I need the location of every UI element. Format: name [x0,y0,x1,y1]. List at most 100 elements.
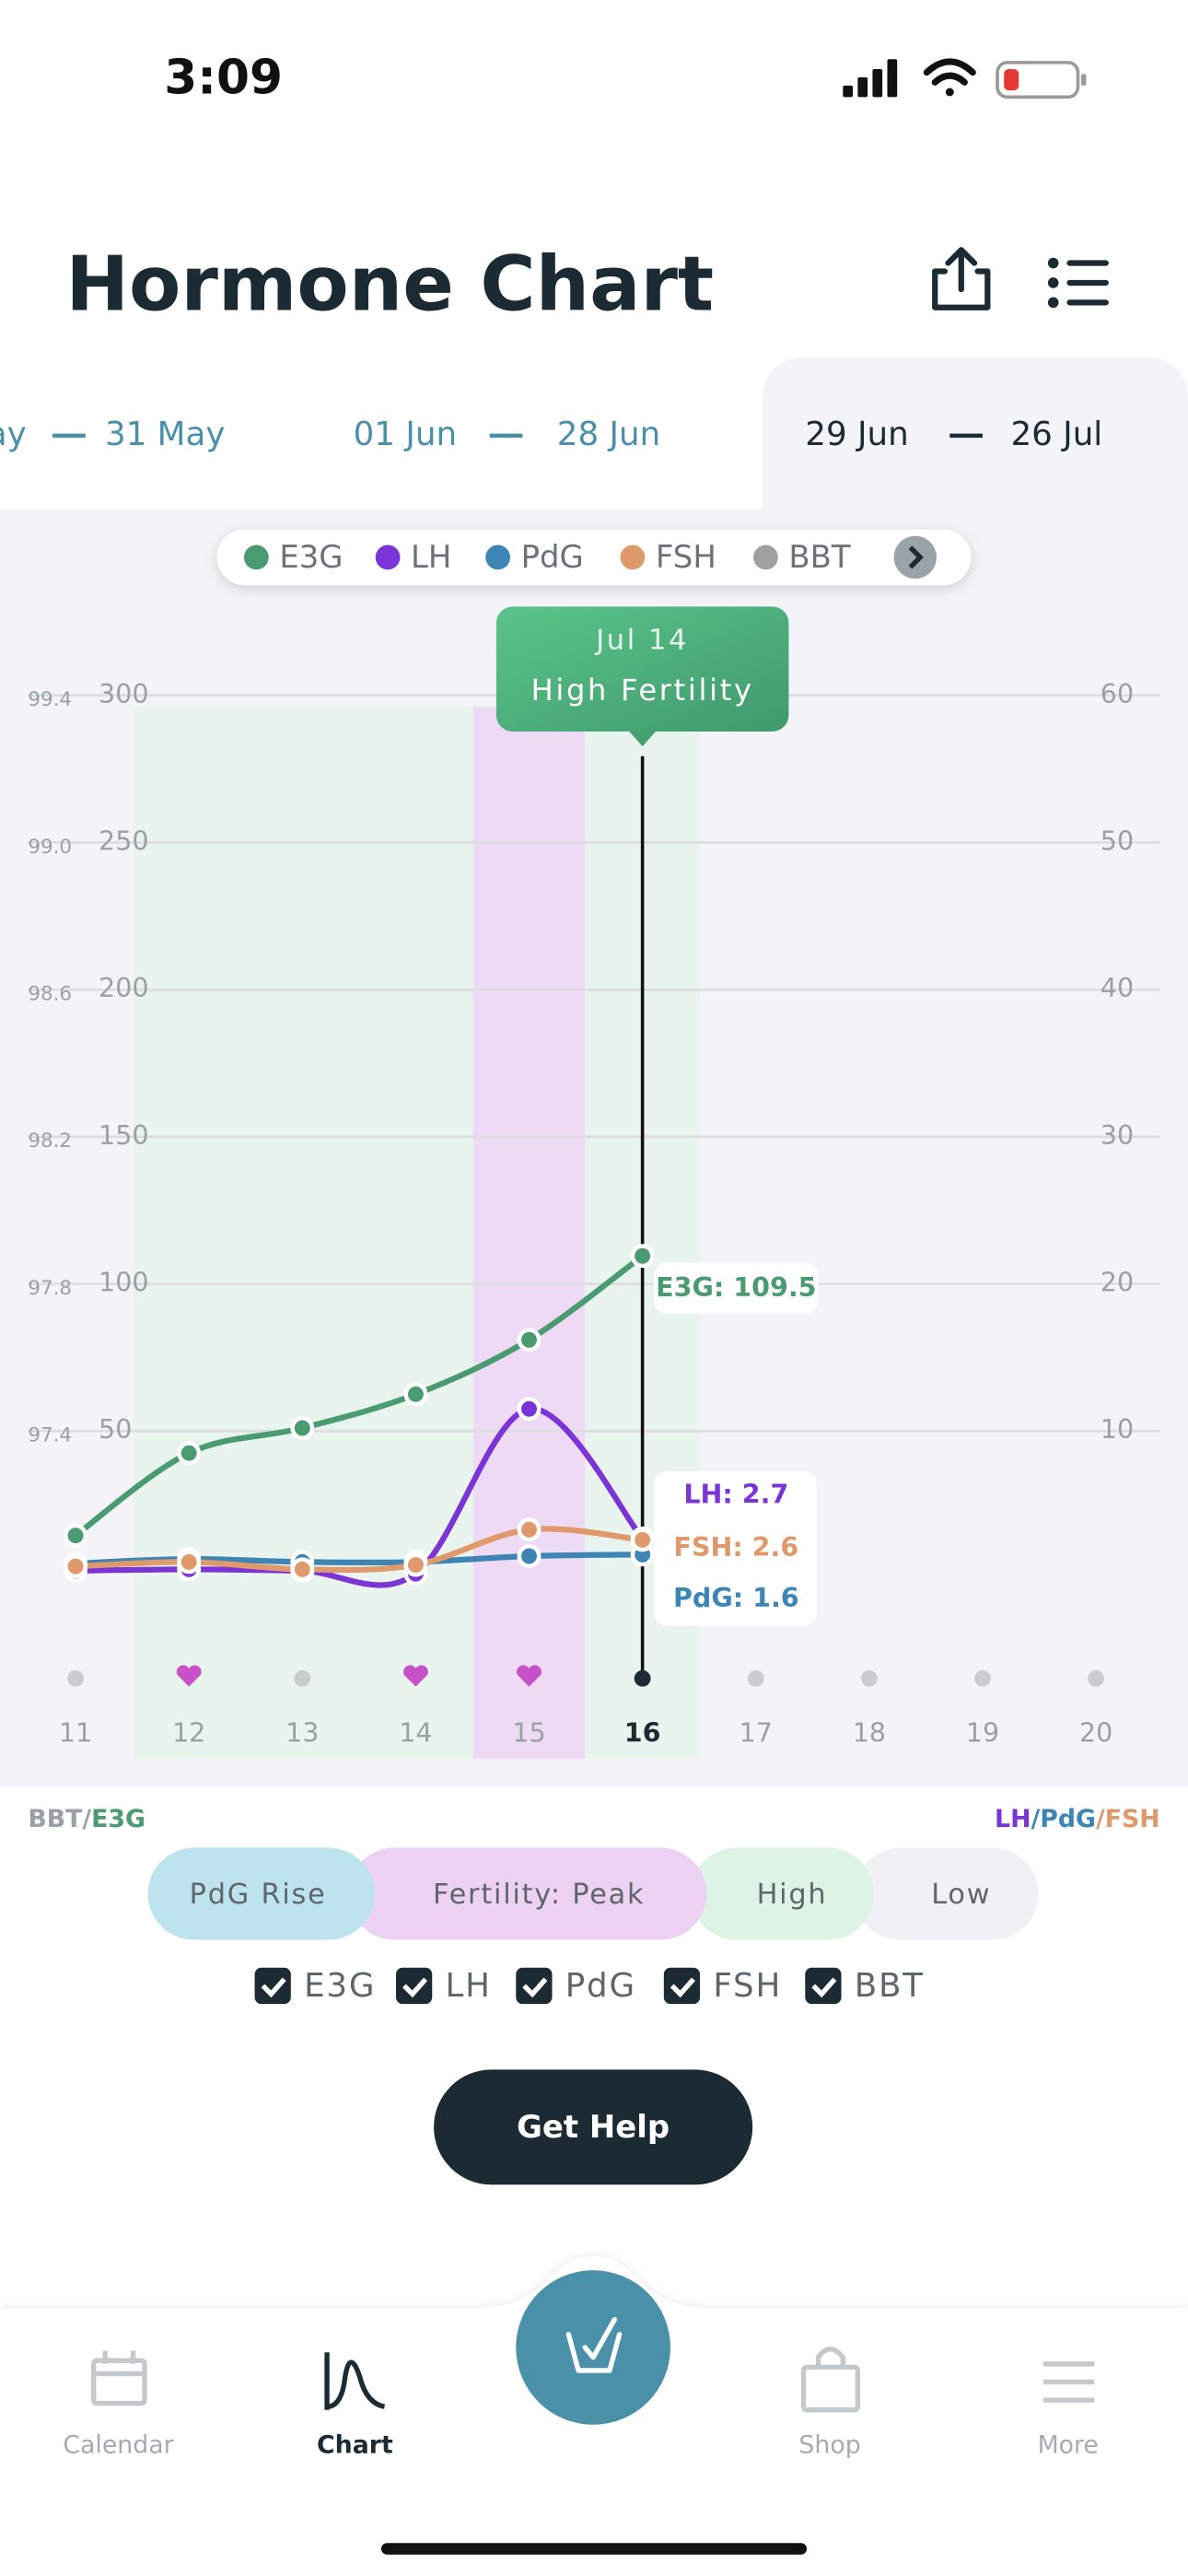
label-box [654,1262,819,1314]
phase-pill [348,1847,707,1940]
peak-band [472,707,586,1760]
series-checkbox[interactable] [805,1967,842,2005]
phase-pill [690,1847,875,1940]
phase-label: PdG Rise [190,1879,327,1911]
data-point [517,1328,542,1352]
x-tick-label: 15 [512,1717,545,1748]
y-tick-label: 100 [99,1268,148,1298]
x-tick-label: 12 [172,1717,205,1748]
tab-start: ay [0,416,27,453]
check-mark [670,1977,695,1998]
chart-icon[interactable] [324,2352,386,2410]
tooltip-arrow [629,732,656,747]
shop-icon[interactable] [800,2347,861,2413]
data-point [630,1244,655,1269]
list-button[interactable] [1047,257,1109,309]
nav-label: Calendar [63,2430,173,2459]
calendar-icon[interactable] [91,2350,147,2406]
x-tick-label: 19 [966,1717,999,1748]
value-label: LH: 2.7 [683,1480,788,1510]
get-help-button[interactable] [434,2069,753,2185]
nav-label: Shop [798,2430,860,2459]
checkbox-label: LH [446,1967,492,2005]
data-point [403,1382,428,1407]
legend-box [216,529,972,586]
nav-label: More [1038,2430,1099,2459]
fertile-band [133,707,701,1760]
legend-scroll[interactable] [893,535,938,580]
data-point [403,1552,428,1577]
nav-label: Chart [317,2430,393,2459]
tooltip-date: Jul 14 [594,624,689,656]
active-tab[interactable] [762,357,1188,510]
x-tick-label: 13 [285,1717,319,1748]
axis-caption: BBT/E3G [28,1805,146,1833]
legend-label: LH [411,539,451,575]
y-tick-label: 250 [99,825,148,856]
signal-icon [843,59,898,98]
checkbox-label: PdG [565,1967,636,2005]
series-checkbox[interactable] [663,1967,701,2005]
x-tick-label: 11 [59,1717,92,1748]
bbt-tick-label: 97.8 [28,1277,72,1300]
legend-swatch [243,544,269,570]
value-label: E3G: 109.5 [656,1272,816,1303]
tab-end: 26 Jul [1010,416,1102,453]
overlay: ay 31 May 01 Jun 28 Jun 29 Jun 26 Jul E3G: 109… [0,416,1160,2005]
tooltip [495,606,789,732]
data-point [177,1441,202,1466]
series-checkbox[interactable] [254,1967,291,2005]
legend-swatch [620,544,646,570]
caption-part: BBT/ [28,1805,91,1833]
bbt-tick-label: 99.4 [28,688,72,711]
legend-label: E3G [279,539,343,575]
series-checkbox[interactable] [396,1967,433,2005]
wifi-icon [923,58,976,97]
tab-start: 01 Jun [354,416,457,453]
data-point [290,1416,315,1440]
y2-tick-label: 60 [1101,679,1134,709]
check-mark [402,1977,428,1998]
series-line [74,1253,645,1539]
data-point [64,1554,88,1579]
phase-label: High [757,1879,828,1911]
share-button[interactable] [932,247,991,310]
checkbox-label: E3G [304,1967,376,2005]
legend-arrow [908,545,924,569]
bbt-tick-label: 98.6 [28,983,72,1006]
bbt-tick-label: 99.0 [28,836,72,859]
log-button[interactable] [516,2270,670,2425]
y-tick-label: 300 [99,679,148,709]
caption-part: LH [995,1805,1031,1833]
caption-part: E3G [91,1805,146,1833]
x-tick-label: 14 [399,1717,432,1748]
more-icon[interactable] [1042,2361,1095,2403]
y2-tick-label: 10 [1101,1414,1134,1445]
axis-caption: LH/PdG/FSH [995,1805,1160,1833]
data-point [290,1557,315,1582]
checkbox-label: FSH [713,1967,782,2005]
y-tick-label: 50 [99,1414,132,1445]
home-indicator [380,2543,808,2555]
data-point [177,1550,202,1575]
check-mark [522,1977,548,1998]
button-label: Get Help [517,2109,670,2145]
data-point [64,1523,88,1548]
series-checkbox[interactable] [516,1967,553,2005]
caption-part: /FSH [1096,1805,1160,1833]
tab-start: 29 Jun [805,416,908,453]
log-icon [565,2316,623,2373]
data-point [517,1517,542,1542]
x-tick-label: 18 [853,1717,886,1748]
value-label: FSH: 2.6 [673,1532,798,1563]
status-time: 3:09 [164,50,283,105]
legend-swatch [485,544,511,570]
phase-pill [854,1847,1039,1940]
y2-tick-label: 40 [1101,973,1134,1003]
caption-part: /PdG [1031,1805,1095,1833]
data-point [517,1397,542,1422]
day-markers [67,1665,1105,1687]
y2-tick-label: 50 [1101,825,1134,856]
